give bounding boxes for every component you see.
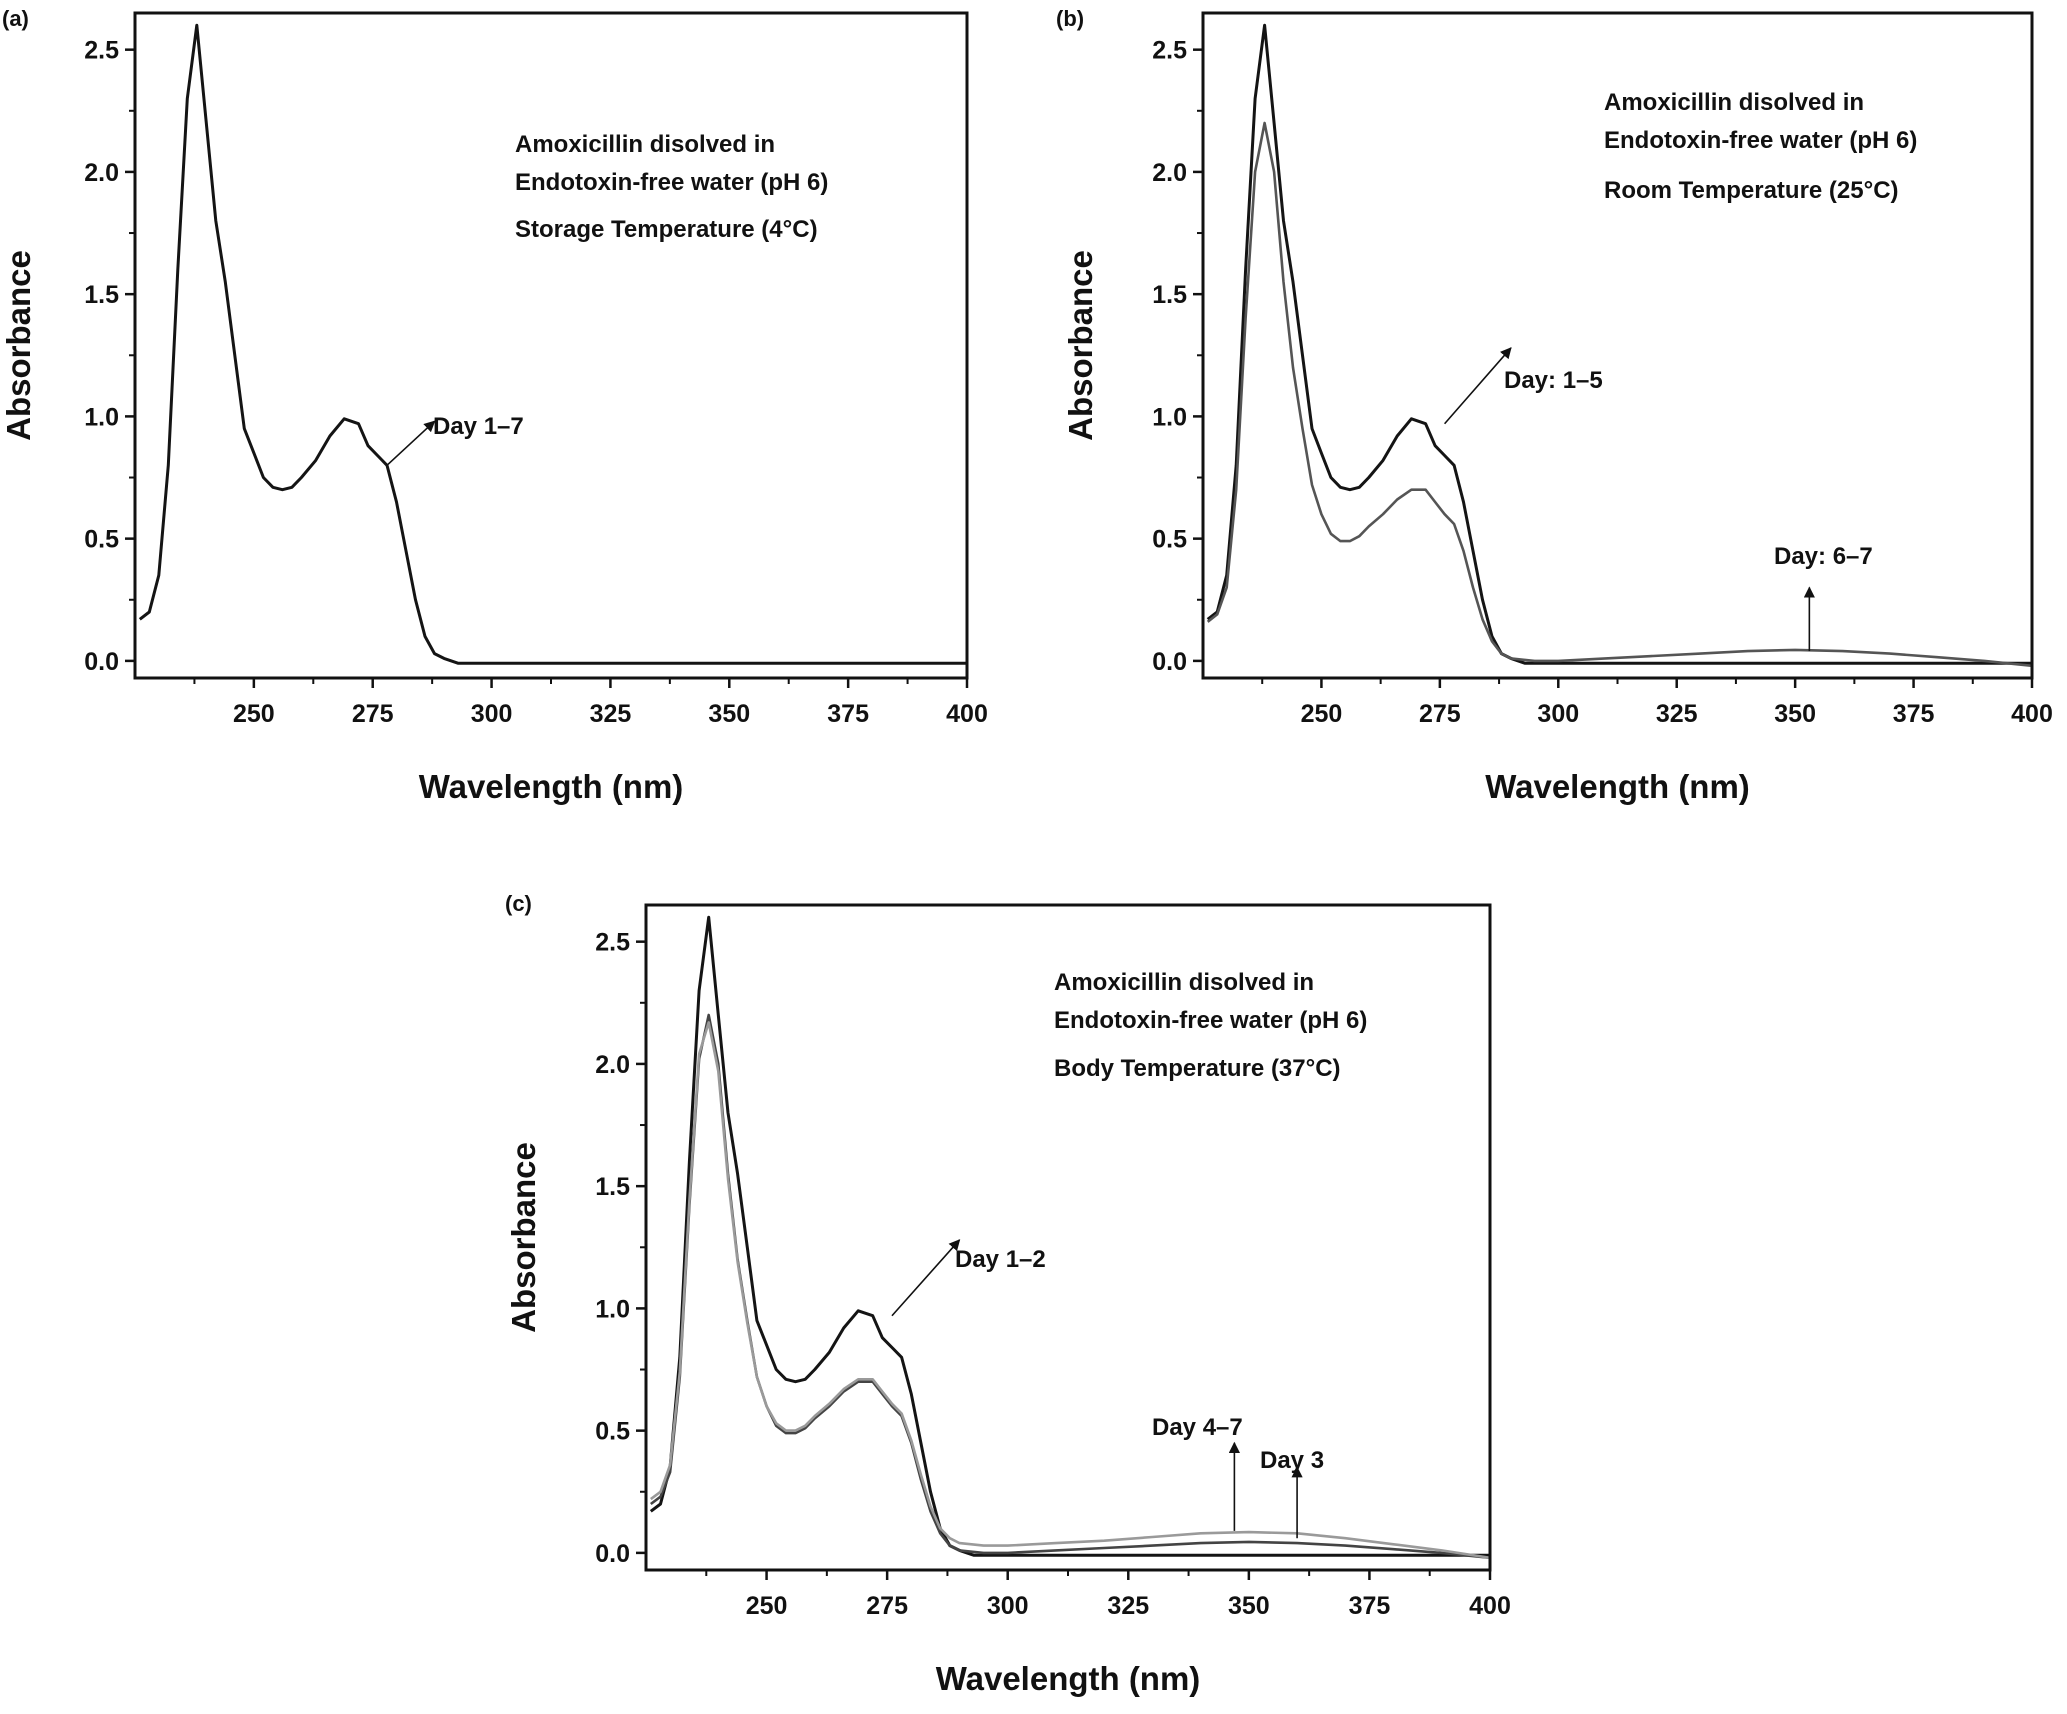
series-line-1 <box>138 23 967 665</box>
description-line: Amoxicillin disolved in <box>1054 969 1314 996</box>
x-tick-label: 375 <box>1893 700 1935 728</box>
panel-a: 250 275 300 325 350 375 400 0.0 0.5 1.0 1.5 2.0 2.5 W… <box>0 6 988 805</box>
annotation-label: Day 3 <box>1260 1447 1324 1474</box>
y-axis-title: Absorbance <box>1062 250 1099 441</box>
x-tick-label: 300 <box>1537 700 1579 728</box>
y-tick-label: 2.0 <box>1152 159 1187 187</box>
series-line-1 <box>649 915 1490 1557</box>
x-axis-title: Wavelength (nm) <box>1485 768 1750 805</box>
y-axis-title: Absorbance <box>505 1142 542 1333</box>
description-line: Storage Temperature (4°C) <box>515 216 818 243</box>
y-tick-label: 2.0 <box>595 1051 630 1079</box>
annotation-label: Day: 6–7 <box>1774 543 1873 570</box>
x-tick-label: 400 <box>946 700 988 728</box>
annotation-label: Day 1–7 <box>433 413 524 440</box>
x-tick-label: 325 <box>590 700 632 728</box>
annotation-label: Day 4–7 <box>1152 1414 1243 1441</box>
panel-label: (a) <box>2 6 29 31</box>
y-tick-label: 0.5 <box>84 526 119 554</box>
y-axis-title: Absorbance <box>0 250 37 441</box>
series-line-2 <box>650 1013 1490 1560</box>
x-tick-label: 375 <box>827 700 869 728</box>
y-tick-label: 1.0 <box>84 403 119 431</box>
panel-b: 250 275 300 325 350 375 400 0.0 0.5 1.0 1.5 2.0 2.5 W… <box>1056 6 2053 805</box>
annotation-arrow <box>891 1239 961 1317</box>
description-line: Endotoxin-free water (pH 6) <box>1054 1007 1367 1034</box>
y-tick-label: 0.0 <box>1152 648 1187 676</box>
y-tick-label: 2.5 <box>595 929 630 957</box>
x-tick-label: 325 <box>1656 700 1698 728</box>
y-tick-label: 2.0 <box>84 159 119 187</box>
annotation-arrow <box>1443 347 1512 425</box>
x-tick-label: 300 <box>471 700 513 728</box>
x-tick-label: 350 <box>1228 1592 1270 1620</box>
y-tick-label: 1.5 <box>1152 281 1187 309</box>
description-line: Amoxicillin disolved in <box>515 131 775 158</box>
x-tick-label: 350 <box>708 700 750 728</box>
description-line: Endotoxin-free water (pH 6) <box>515 169 828 196</box>
x-tick-label: 250 <box>233 700 275 728</box>
y-tick-label: 0.0 <box>595 1540 630 1568</box>
series-line-1 <box>1206 23 2032 665</box>
description-line: Endotoxin-free water (pH 6) <box>1604 127 1917 154</box>
panel-label: (c) <box>505 891 532 916</box>
y-tick-label: 0.0 <box>84 648 119 676</box>
y-tick-label: 1.0 <box>595 1295 630 1323</box>
x-tick-label: 400 <box>1469 1592 1511 1620</box>
x-axis-title: Wavelength (nm) <box>936 1660 1201 1697</box>
x-axis-title: Wavelength (nm) <box>419 768 684 805</box>
plot-frame <box>133 11 969 680</box>
y-tick-label: 1.0 <box>1152 403 1187 431</box>
y-tick-label: 2.5 <box>1152 37 1187 65</box>
panel-c: 250 275 300 325 350 375 400 0.0 0.5 1.0 1.5 2.0 2.5 W… <box>505 891 1511 1697</box>
x-tick-label: 375 <box>1349 1592 1391 1620</box>
y-tick-label: 1.5 <box>595 1173 630 1201</box>
series-line-3 <box>650 1021 1490 1560</box>
x-tick-label: 275 <box>352 700 394 728</box>
annotation-label: Day 1–2 <box>955 1246 1046 1273</box>
y-tick-label: 0.5 <box>1152 526 1187 554</box>
description-line: Room Temperature (25°C) <box>1604 177 1899 204</box>
annotation-label: Day: 1–5 <box>1504 367 1603 394</box>
y-tick-label: 1.5 <box>84 281 119 309</box>
x-tick-label: 400 <box>2011 700 2053 728</box>
x-tick-label: 275 <box>1419 700 1461 728</box>
series-line-2 <box>1206 121 2032 668</box>
x-tick-label: 250 <box>1301 700 1343 728</box>
y-tick-label: 2.5 <box>84 37 119 65</box>
y-tick-label: 0.5 <box>595 1418 630 1446</box>
x-tick-label: 350 <box>1774 700 1816 728</box>
x-tick-label: 275 <box>866 1592 908 1620</box>
x-tick-label: 325 <box>1107 1592 1149 1620</box>
plot-frame <box>644 903 1492 1572</box>
description-line: Body Temperature (37°C) <box>1054 1055 1341 1082</box>
description-line: Amoxicillin disolved in <box>1604 89 1864 116</box>
x-tick-label: 300 <box>987 1592 1029 1620</box>
annotation-arrow <box>386 420 436 466</box>
panel-label: (b) <box>1056 6 1084 31</box>
x-tick-label: 250 <box>746 1592 788 1620</box>
